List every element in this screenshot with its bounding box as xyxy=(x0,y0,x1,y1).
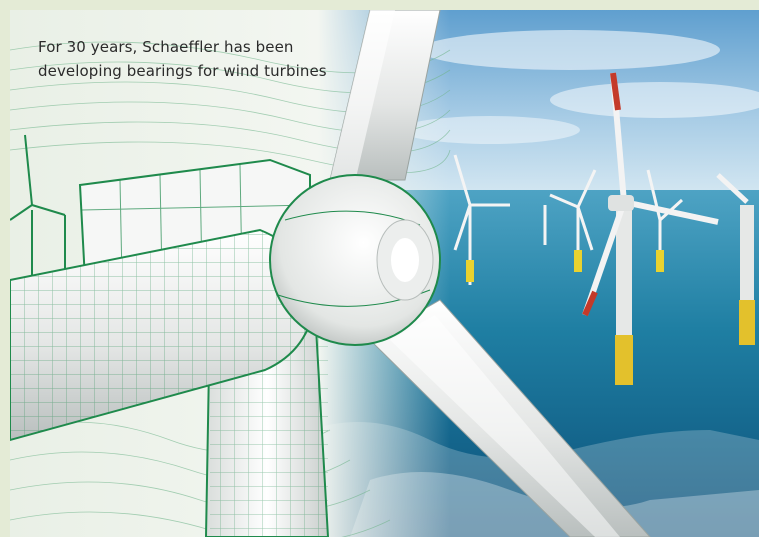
image-caption: For 30 years, Schaeffler has been develo… xyxy=(38,38,327,80)
wind-turbine-illustration xyxy=(10,10,759,537)
